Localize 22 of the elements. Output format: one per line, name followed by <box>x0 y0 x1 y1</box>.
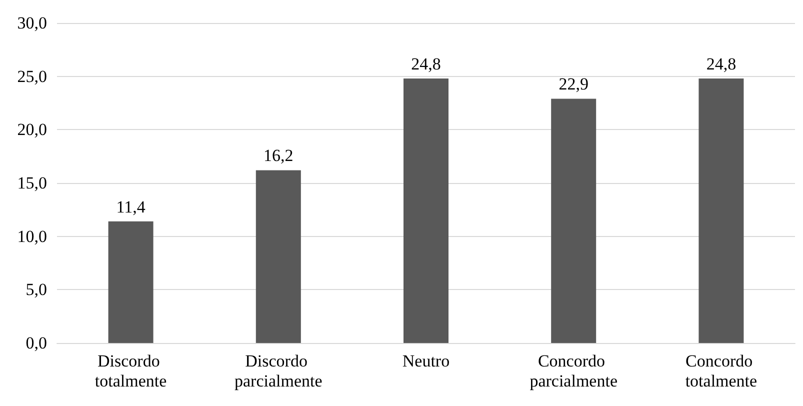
y-tick-label: 5,0 <box>26 280 47 300</box>
y-tick-label: 10,0 <box>17 226 47 246</box>
data-label: 16,2 <box>264 146 294 166</box>
x-tick-label: Discordo totalmente <box>94 352 167 390</box>
x-tick-label: Concordo totalmente <box>685 352 758 390</box>
data-label: 11,4 <box>116 197 146 216</box>
data-label: 24,8 <box>411 54 441 74</box>
bar <box>698 78 744 343</box>
y-tick-label: 20,0 <box>17 120 47 140</box>
x-tick-label: Discordo parcialmente <box>234 352 322 390</box>
x-tick-label: Neutro <box>402 352 450 370</box>
bar <box>108 221 154 343</box>
x-tick-label: Concordo parcialmente <box>530 352 618 390</box>
y-tick-label: 25,0 <box>17 66 47 86</box>
y-tick-label: 0,0 <box>26 334 47 352</box>
y-tick-label: 15,0 <box>17 174 47 192</box>
data-label: 24,8 <box>706 54 736 74</box>
bar <box>551 98 596 343</box>
bar <box>404 78 448 343</box>
bar <box>256 170 301 343</box>
data-label: 22,9 <box>558 74 588 94</box>
y-tick-label: 30,0 <box>17 14 47 32</box>
